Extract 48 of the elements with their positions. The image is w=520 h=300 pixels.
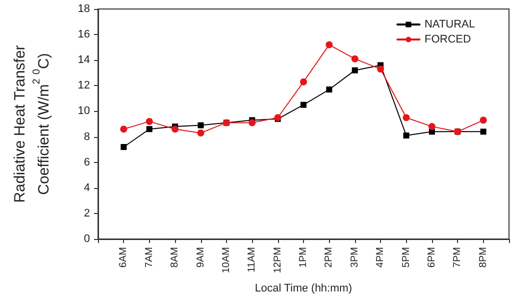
point [146, 118, 153, 125]
point [326, 41, 333, 48]
point [120, 144, 127, 150]
x-tick-label: 5PM [400, 247, 412, 268]
legend-label: NATURAL [424, 18, 476, 30]
point [172, 126, 179, 133]
x-tick-label: 12PM [272, 247, 284, 274]
point [480, 116, 487, 124]
point [146, 126, 152, 132]
point [198, 122, 204, 128]
x-axis-title: Local Time (hh:mm) [254, 282, 352, 294]
y-tick-label: 10 [78, 105, 90, 118]
point [326, 86, 332, 92]
point [351, 55, 358, 62]
y-tick-label: 0 [84, 233, 90, 245]
y-tick-label: 16 [78, 28, 90, 41]
point [197, 129, 204, 136]
point [300, 78, 307, 86]
x-tick-label: 4PM [375, 247, 386, 268]
point [428, 123, 436, 130]
x-tick-label: 3PM [349, 247, 360, 268]
x-tick-label: 2PM [324, 247, 335, 268]
x-tick-label: 6AM [118, 247, 130, 268]
y-tick-label: 2 [84, 207, 90, 220]
y-tick-label: 12 [78, 80, 90, 92]
point [300, 102, 306, 108]
x-tick-label: 8AM [170, 247, 181, 268]
x-tick-label: 1PM [298, 247, 309, 268]
y-tick-label: 14 [78, 54, 90, 66]
point [403, 132, 410, 138]
point [120, 126, 128, 133]
point [377, 66, 384, 73]
point [402, 114, 410, 122]
point [248, 119, 256, 126]
y-tick-label: 18 [78, 3, 90, 15]
x-tick-label: 7AM [144, 247, 155, 268]
point [480, 128, 486, 135]
x-tick-label: 11AM [246, 247, 258, 272]
y-tick-label: 6 [84, 156, 90, 168]
point [352, 67, 358, 74]
x-tick-label: 10AM [220, 247, 232, 274]
x-tick-label: 7PM [452, 247, 464, 268]
x-tick-label: 6PM [426, 247, 438, 268]
x-tick-label: 8PM [478, 247, 489, 268]
x-tick-label: 9AM [195, 247, 206, 268]
legend-label: FORCED [424, 34, 471, 46]
y-tick-label: 8 [84, 130, 90, 143]
y-tick-label: 4 [84, 182, 90, 194]
